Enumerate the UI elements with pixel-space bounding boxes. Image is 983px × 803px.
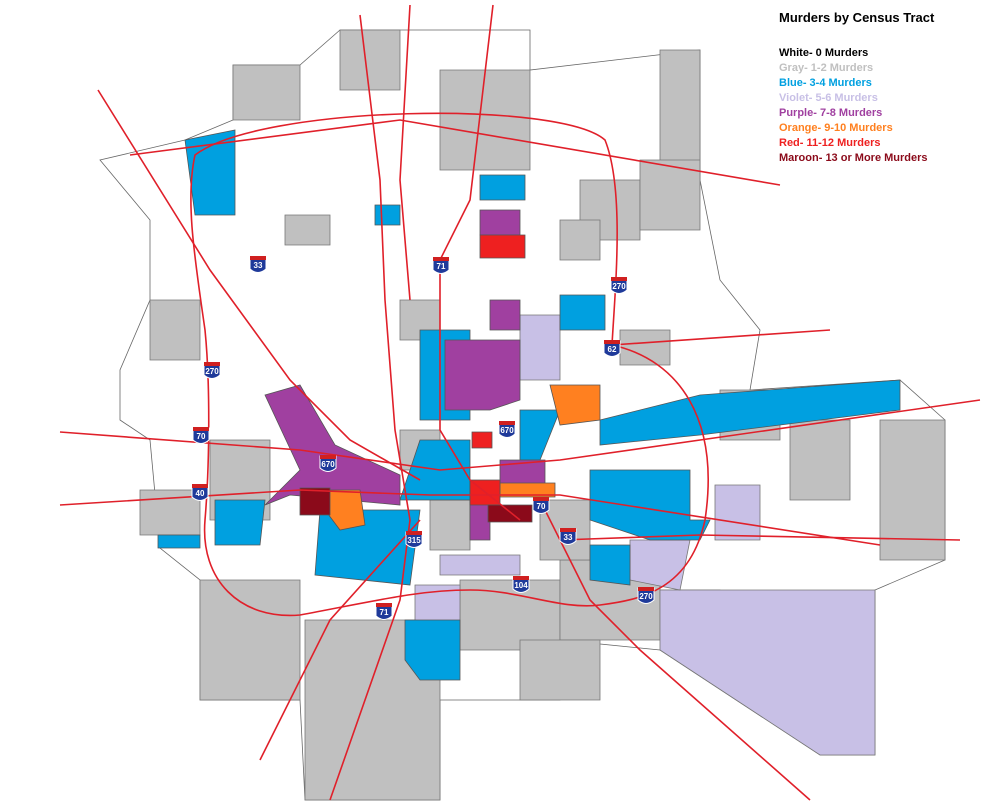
shield-top bbox=[204, 362, 220, 366]
shield-body bbox=[319, 455, 337, 472]
maroon-tracts bbox=[299, 487, 533, 523]
violet-tracts bbox=[414, 314, 876, 756]
shield-label: 670 bbox=[500, 426, 514, 435]
shield-top bbox=[604, 340, 620, 344]
shield-label: 670 bbox=[321, 460, 335, 469]
shield-label: 104 bbox=[514, 581, 528, 590]
shield-label: 71 bbox=[437, 262, 446, 271]
highway-shield: 670 bbox=[498, 421, 516, 438]
legend-entry: Red- 11-12 Murders bbox=[779, 137, 880, 149]
shield-label: 315 bbox=[407, 536, 421, 545]
shield-body bbox=[532, 497, 550, 514]
highway-shield: 40 bbox=[191, 484, 209, 501]
highway-shield: 33 bbox=[559, 528, 577, 545]
legend: White- 0 Murders Gray- 1-2 Murders Blue- 3… bbox=[779, 47, 928, 164]
highway-shield: 270 bbox=[203, 362, 221, 379]
highway-shield: 315 bbox=[405, 531, 423, 548]
legend-entry: Purple- 7-8 Murders bbox=[779, 107, 882, 119]
legend-entry: Gray- 1-2 Murders bbox=[779, 62, 873, 74]
highway-shields: 33 71 270 62 270 670 70 670 40 70 315 33 71 104 270 bbox=[191, 256, 655, 620]
shield-top bbox=[560, 528, 576, 532]
shield-body bbox=[637, 587, 655, 604]
shield-body bbox=[603, 340, 621, 357]
highway-shield: 71 bbox=[375, 603, 393, 620]
shield-label: 70 bbox=[197, 432, 206, 441]
legend-entry: Blue- 3-4 Murders bbox=[779, 77, 872, 89]
highway-shield: 670 bbox=[319, 455, 337, 472]
shield-top bbox=[513, 576, 529, 580]
shield-body bbox=[432, 257, 450, 274]
shield-body bbox=[191, 484, 209, 501]
legend-entry: White- 0 Murders bbox=[779, 47, 868, 59]
shield-body bbox=[192, 427, 210, 444]
shield-body bbox=[405, 531, 423, 548]
highway-shield: 71 bbox=[432, 257, 450, 274]
highway-shield: 70 bbox=[532, 497, 550, 514]
shield-label: 270 bbox=[639, 592, 653, 601]
shield-top bbox=[638, 587, 654, 591]
legend-entry: Maroon- 13 or More Murders bbox=[779, 152, 928, 164]
shield-top bbox=[533, 497, 549, 501]
shield-top bbox=[376, 603, 392, 607]
shield-top bbox=[406, 531, 422, 535]
highway-shield: 33 bbox=[249, 256, 267, 273]
shield-label: 33 bbox=[564, 533, 573, 542]
highway-shield: 270 bbox=[637, 587, 655, 604]
highway-shield: 70 bbox=[192, 427, 210, 444]
shield-label: 71 bbox=[380, 608, 389, 617]
shield-top bbox=[192, 484, 208, 488]
shield-body bbox=[249, 256, 267, 273]
gray-tracts bbox=[139, 29, 946, 801]
roads bbox=[59, 4, 981, 801]
shield-body bbox=[375, 603, 393, 620]
shield-body bbox=[559, 528, 577, 545]
shield-top bbox=[611, 277, 627, 281]
shield-label: 270 bbox=[205, 367, 219, 376]
shield-body bbox=[498, 421, 516, 438]
shield-top bbox=[499, 421, 515, 425]
highway-shield: 270 bbox=[610, 277, 628, 294]
shield-top bbox=[320, 455, 336, 459]
shield-label: 40 bbox=[196, 489, 205, 498]
shield-top bbox=[250, 256, 266, 260]
shield-top bbox=[193, 427, 209, 431]
highway-shield: 62 bbox=[603, 340, 621, 357]
shield-body bbox=[512, 576, 530, 593]
legend-entry: Orange- 9-10 Murders bbox=[779, 122, 893, 134]
shield-label: 33 bbox=[254, 261, 263, 270]
shield-body bbox=[610, 277, 628, 294]
shield-top bbox=[433, 257, 449, 261]
highway-shield: 104 bbox=[512, 576, 530, 593]
shield-label: 62 bbox=[608, 345, 617, 354]
purple-tracts bbox=[264, 209, 546, 541]
legend-entry: Violet- 5-6 Murders bbox=[779, 92, 878, 104]
shield-label: 270 bbox=[612, 282, 626, 291]
shield-body bbox=[203, 362, 221, 379]
shield-label: 70 bbox=[537, 502, 546, 511]
map-title: Murders by Census Tract bbox=[779, 10, 935, 25]
